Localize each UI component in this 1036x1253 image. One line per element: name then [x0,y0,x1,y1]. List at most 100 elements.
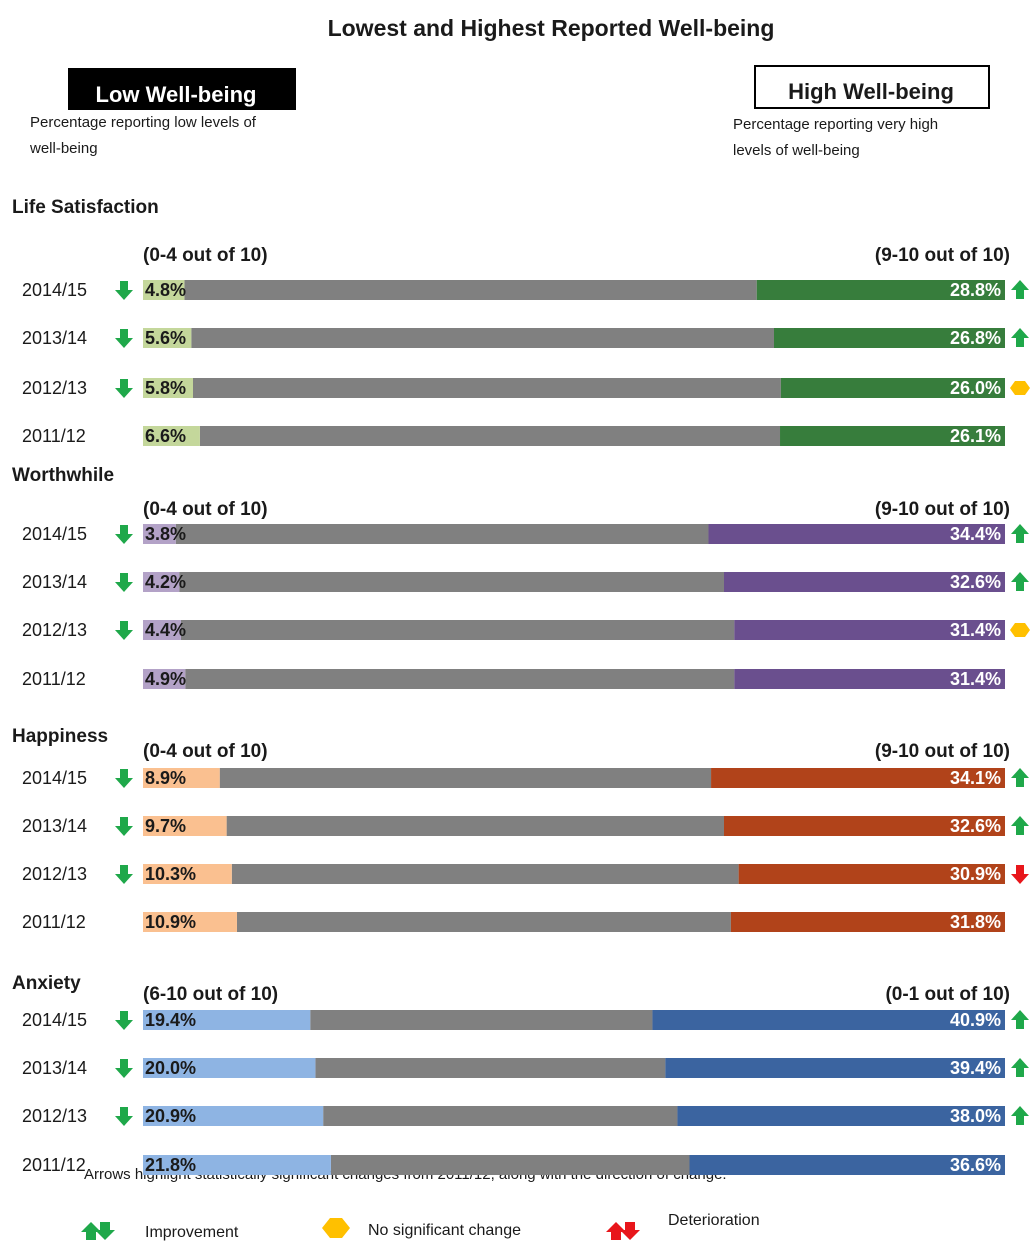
change-arrow [1011,328,1029,347]
bar [723,572,1005,592]
bar [756,280,1005,300]
legend-icon [95,1222,115,1240]
value-label: 38.0% [950,1106,1001,1126]
neutral-bar [315,1058,666,1078]
neutral-bar [180,620,735,640]
bar [738,864,1005,884]
legend-icon [606,1222,626,1240]
value-label: 5.8% [145,378,186,398]
bar [665,1058,1005,1078]
change-arrow [115,1107,133,1126]
value-label: 31.8% [950,912,1001,932]
legend-label: Improvement [145,1224,239,1241]
series-name: (9-10 out of 10) [875,499,1010,520]
value-label: 39.4% [950,1058,1001,1078]
category-label: 2012/13 [22,864,87,884]
neutral-bar [185,669,735,689]
bar [734,669,1005,689]
value-label: 40.9% [950,1010,1001,1030]
category-label: 2014/15 [22,768,87,788]
neutral-bar [192,378,781,398]
category-label: 2014/15 [22,1010,87,1030]
change-arrow [115,817,133,836]
value-label: 5.6% [145,328,186,348]
change-arrow [1011,1058,1029,1077]
bar [143,1058,316,1078]
low-description: well-being [29,140,98,157]
category-label: 2011/12 [22,426,86,446]
change-arrow [1011,1106,1029,1125]
chart-title: Lowest and Highest Reported Well-being [328,15,775,41]
high-header-box [754,65,990,109]
neutral-bar [330,1155,690,1175]
series-name: (0-4 out of 10) [143,499,268,520]
value-label: 26.8% [950,328,1001,348]
low-header-box [68,68,296,110]
value-label: 32.6% [950,572,1001,592]
change-arrow [1011,572,1029,591]
bar [143,524,176,544]
neutral-bar [199,426,781,446]
change-arrow [115,1059,133,1078]
value-label: 28.8% [950,280,1001,300]
bar [143,328,192,348]
bar [652,1010,1005,1030]
value-label: 4.4% [145,620,186,640]
category-label: 2012/13 [22,1106,87,1126]
bar [143,669,186,689]
value-label: 36.6% [950,1155,1001,1175]
value-label: 26.0% [950,378,1001,398]
category-label: 2013/14 [22,816,87,836]
category-label: 2014/15 [22,524,87,544]
category-label: 2012/13 [22,620,87,640]
value-label: 21.8% [145,1155,196,1175]
value-label: 19.4% [145,1010,196,1030]
section-title: Life Satisfaction [12,197,159,218]
category-label: 2013/14 [22,1058,87,1078]
series-name: (0-4 out of 10) [143,741,268,762]
bar [711,768,1005,788]
value-label: 4.2% [145,572,186,592]
value-label: 30.9% [950,864,1001,884]
low-description: Percentage reporting low levels of [30,114,257,131]
bar [780,378,1005,398]
category-label: 2014/15 [22,280,87,300]
bar [143,426,200,446]
change-arrow [115,525,133,544]
neutral-bar [231,864,739,884]
value-label: 31.4% [950,620,1001,640]
neutral-bar [236,912,731,932]
bar [143,912,237,932]
category-label: 2013/14 [22,572,87,592]
bar [773,328,1005,348]
bar [723,816,1005,836]
series-name: (9-10 out of 10) [875,741,1010,762]
category-label: 2012/13 [22,378,87,398]
change-marker [1010,381,1030,395]
bar [143,816,227,836]
bar [143,280,185,300]
bar [708,524,1005,544]
high-description: levels of well-being [733,142,860,159]
value-label: 32.6% [950,816,1001,836]
value-label: 10.3% [145,864,196,884]
bar [734,620,1005,640]
change-arrow [1011,768,1029,787]
low-header: Low Well-being [96,82,257,107]
change-arrow [115,865,133,884]
value-label: 6.6% [145,426,186,446]
legend-icon [620,1222,640,1240]
legend: Improvement No significant change Deteri… [81,1212,760,1241]
value-label: 4.8% [145,280,186,300]
series-name: (9-10 out of 10) [875,245,1010,266]
change-arrow [1011,865,1029,884]
value-label: 10.9% [145,912,196,932]
value-label: 4.9% [145,669,186,689]
bar [677,1106,1005,1126]
value-label: 34.1% [950,768,1001,788]
value-label: 31.4% [950,669,1001,689]
series-name: (6-10 out of 10) [143,984,278,1005]
bar [143,378,193,398]
change-arrow [1011,816,1029,835]
